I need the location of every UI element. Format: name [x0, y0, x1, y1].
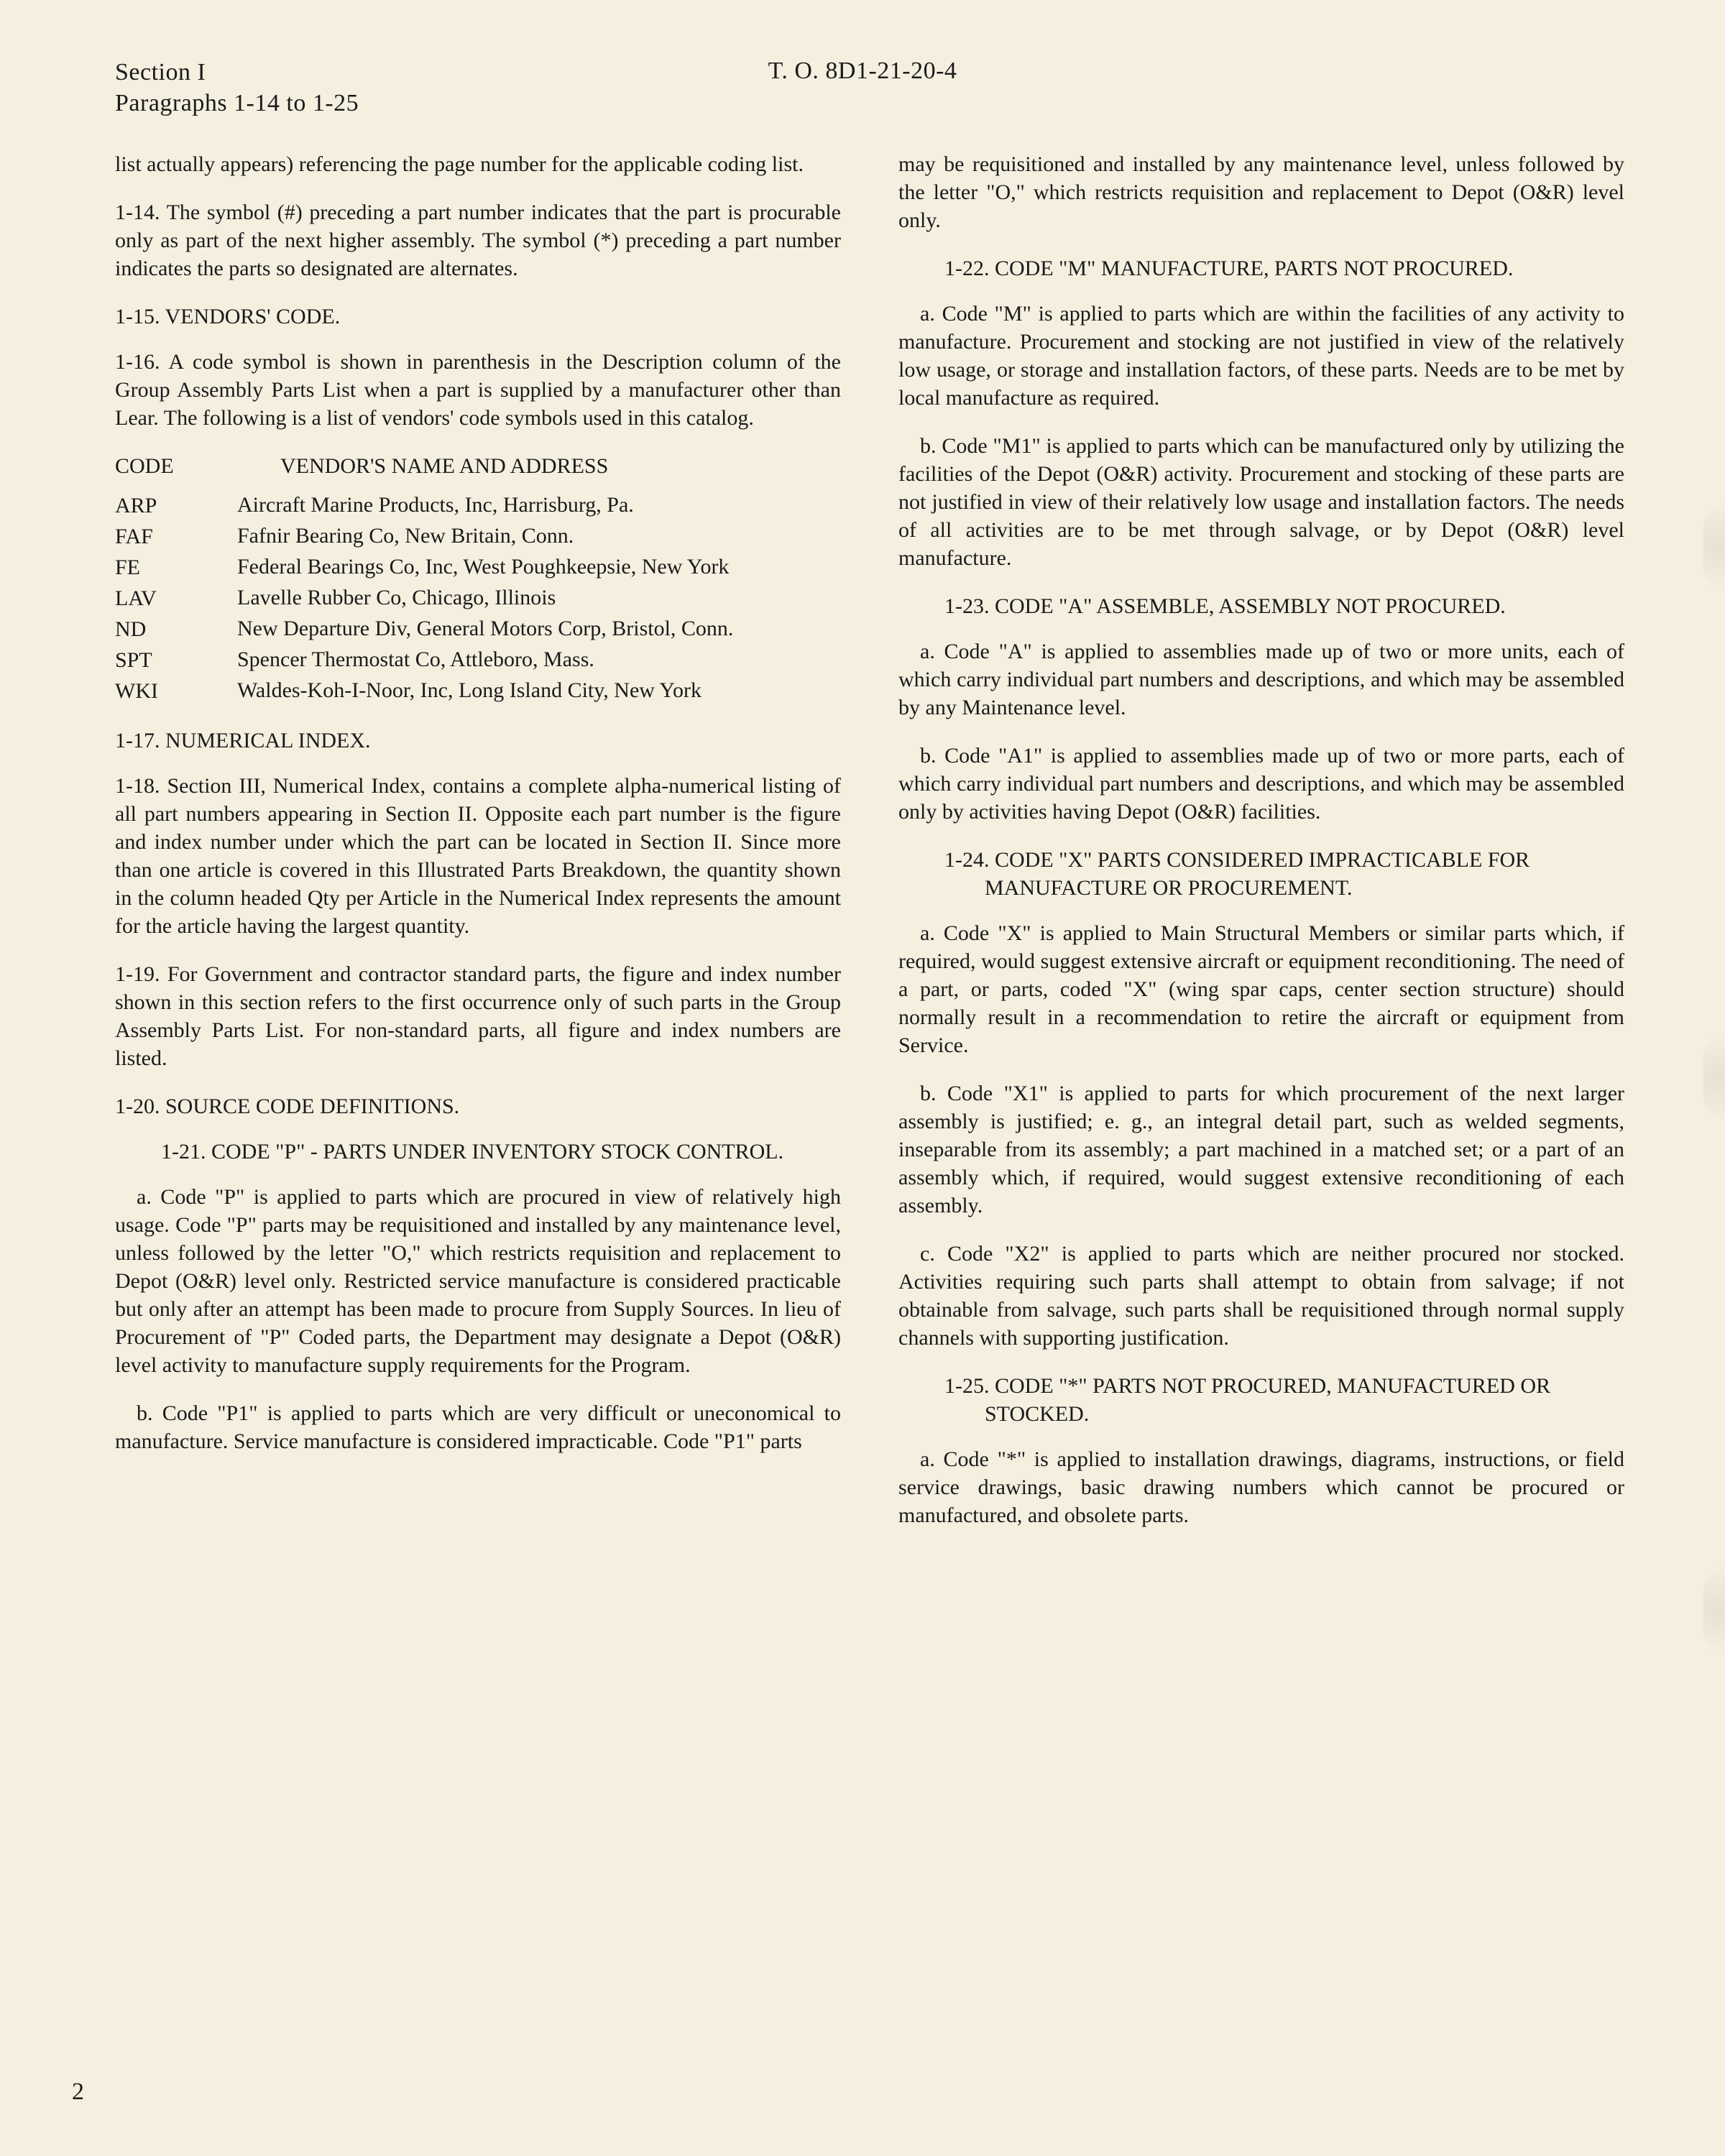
vendor-name: New Departure Div, General Motors Corp, …: [237, 614, 841, 645]
heading-1-24: 1-24. CODE "X" PARTS CONSIDERED IMPRACTI…: [898, 846, 1624, 902]
vendors-head-name: VENDOR'S NAME AND ADDRESS: [237, 452, 841, 490]
header-paragraphs: Paragraphs 1-14 to 1-25: [115, 88, 359, 119]
page: Section I Paragraphs 1-14 to 1-25 T. O. …: [0, 0, 1725, 2156]
vendor-name: Spencer Thermostat Co, Attleboro, Mass.: [237, 645, 841, 676]
vendor-code: FE: [115, 552, 237, 583]
vendor-code: ARP: [115, 490, 237, 521]
vendors-head-code: CODE: [115, 452, 237, 490]
table-row: SPT Spencer Thermostat Co, Attleboro, Ma…: [115, 645, 841, 676]
para-1-16: 1-16. A code symbol is shown in parenthe…: [115, 348, 841, 432]
para-1-24-a: a. Code "X" is applied to Main Structura…: [898, 919, 1624, 1059]
para-1-23-a: a. Code "A" is applied to assemblies mad…: [898, 637, 1624, 722]
page-number: 2: [72, 2078, 84, 2106]
header-left: Section I Paragraphs 1-14 to 1-25: [115, 57, 359, 119]
binder-hole-shadow: [1703, 503, 1725, 589]
vendor-code: WKI: [115, 676, 237, 706]
para-1-22-b: b. Code "M1" is applied to parts which c…: [898, 432, 1624, 572]
table-row: ND New Departure Div, General Motors Cor…: [115, 614, 841, 645]
para-1-21-b: b. Code "P1" is applied to parts which a…: [115, 1399, 841, 1455]
vendors-table: CODE VENDOR'S NAME AND ADDRESS ARP Aircr…: [115, 452, 841, 706]
page-header: Section I Paragraphs 1-14 to 1-25 T. O. …: [115, 57, 1624, 119]
para-1-25-a: a. Code "*" is applied to installation d…: [898, 1445, 1624, 1529]
para-1-14: 1-14. The symbol (#) preceding a part nu…: [115, 198, 841, 282]
table-row: WKI Waldes-Koh-I-Noor, Inc, Long Island …: [115, 676, 841, 706]
para-1-18: 1-18. Section III, Numerical Index, cont…: [115, 772, 841, 940]
heading-1-22: 1-22. CODE "M" MANUFACTURE, PARTS NOT PR…: [898, 254, 1624, 282]
vendor-code: LAV: [115, 583, 237, 614]
para-1-19: 1-19. For Government and contractor stan…: [115, 960, 841, 1072]
table-row: LAV Lavelle Rubber Co, Chicago, Illinois: [115, 583, 841, 614]
vendor-code: SPT: [115, 645, 237, 676]
binder-hole-shadow: [1703, 1035, 1725, 1121]
heading-1-21: 1-21. CODE "P" - PARTS UNDER INVENTORY S…: [115, 1138, 841, 1166]
para-1-22-a: a. Code "M" is applied to parts which ar…: [898, 300, 1624, 412]
binder-hole-shadow: [1703, 1567, 1725, 1653]
vendor-name: Waldes-Koh-I-Noor, Inc, Long Island City…: [237, 676, 841, 706]
para-1-24-b: b. Code "X1" is applied to parts for whi…: [898, 1079, 1624, 1220]
para-list-continues: list actually appears) referencing the p…: [115, 150, 841, 178]
vendor-name: Federal Bearings Co, Inc, West Poughkeep…: [237, 552, 841, 583]
vendor-code: ND: [115, 614, 237, 645]
vendor-name: Lavelle Rubber Co, Chicago, Illinois: [237, 583, 841, 614]
table-row: FAF Fafnir Bearing Co, New Britain, Conn…: [115, 521, 841, 552]
para-1-21-a: a. Code "P" is applied to parts which ar…: [115, 1183, 841, 1379]
vendor-name: Aircraft Marine Products, Inc, Harrisbur…: [237, 490, 841, 521]
header-to-number: T. O. 8D1-21-20-4: [768, 57, 957, 85]
table-row: FE Federal Bearings Co, Inc, West Poughk…: [115, 552, 841, 583]
body-columns: list actually appears) referencing the p…: [115, 150, 1624, 1529]
heading-1-23: 1-23. CODE "A" ASSEMBLE, ASSEMBLY NOT PR…: [898, 592, 1624, 620]
heading-1-17: 1-17. NUMERICAL INDEX.: [115, 727, 841, 755]
header-section: Section I: [115, 57, 359, 88]
heading-1-15: 1-15. VENDORS' CODE.: [115, 303, 841, 331]
para-1-23-b: b. Code "A1" is applied to assemblies ma…: [898, 742, 1624, 826]
vendor-name: Fafnir Bearing Co, New Britain, Conn.: [237, 521, 841, 552]
heading-1-25: 1-25. CODE "*" PARTS NOT PROCURED, MANUF…: [898, 1372, 1624, 1428]
heading-1-20: 1-20. SOURCE CODE DEFINITIONS.: [115, 1092, 841, 1120]
vendor-code: FAF: [115, 521, 237, 552]
table-row: ARP Aircraft Marine Products, Inc, Harri…: [115, 490, 841, 521]
para-1-21-b-cont: may be requisitioned and installed by an…: [898, 150, 1624, 234]
para-1-24-c: c. Code "X2" is applied to parts which a…: [898, 1240, 1624, 1352]
